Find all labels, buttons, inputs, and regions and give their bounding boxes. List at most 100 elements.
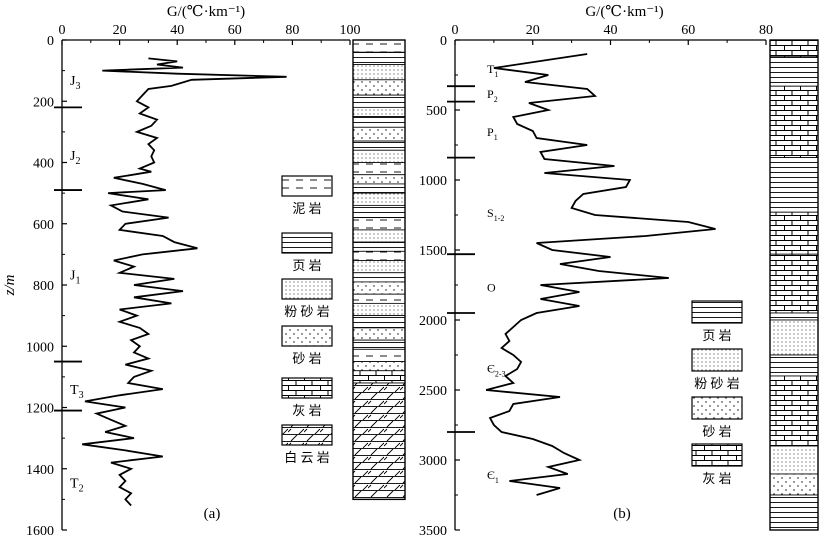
stratum-sub-a-0: 3 <box>75 81 80 92</box>
y-tick-label-b-2000: 2000 <box>419 314 447 329</box>
panel-b: 0 20 40 60 80 0 500 1000 1500 2000 2500 3000 3500 G/(… <box>419 4 819 539</box>
panel-label-a: (a) <box>204 506 221 522</box>
legend-a: 泥 岩页 岩粉 砂 岩砂 岩灰 岩白 云 岩 <box>281 175 333 465</box>
stratum-label-b-0: T1 <box>487 62 498 79</box>
y-tick-label-b-1000: 1000 <box>419 174 447 189</box>
stratum-label-a-1: J2 <box>70 149 80 167</box>
lithology-layer-a-30 <box>352 382 406 500</box>
y-tick-label-a-0: 0 <box>47 34 54 49</box>
legend-swatch-b-siltstone <box>691 348 743 372</box>
x-tick-label-a-20: 20 <box>113 23 127 38</box>
legend-swatch-a-shale <box>281 232 333 254</box>
y-tick-label-a-1400: 1400 <box>26 463 54 478</box>
legend-swatch-a-limestone <box>281 377 333 399</box>
lithology-layer-a-20 <box>352 272 406 283</box>
lithology-layer-a-5 <box>352 106 406 117</box>
stratum-sub-b-3: 1-2 <box>494 214 505 223</box>
lithology-layer-a-22 <box>352 293 406 304</box>
lithology-layer-a-23 <box>352 302 406 317</box>
stratum-base-b-2: P <box>487 125 494 139</box>
lithology-layer-b-0 <box>769 39 819 58</box>
lithology-layer-a-0 <box>352 39 406 53</box>
stratum-base-a-1: J <box>70 149 76 164</box>
lithology-layer-a-17 <box>352 241 406 252</box>
legend-label-b-sandstone: 砂 岩 <box>702 424 731 439</box>
legend-swatch-a-siltstone <box>281 278 333 300</box>
gradient-curve-b-0 <box>485 53 716 496</box>
lithology-layer-b-4 <box>769 211 819 255</box>
lithology-layer-a-13 <box>352 192 406 206</box>
lithology-layer-a-24 <box>352 315 406 329</box>
legend-swatch-a-dolomite <box>281 424 333 446</box>
x-tick-label-b-20: 20 <box>526 23 540 38</box>
legend-label-a-sandstone: 砂 岩 <box>292 351 321 366</box>
y-tick-label-b-3000: 3000 <box>419 454 447 469</box>
y-axis-title-a: z/m <box>2 274 18 296</box>
stratum-base-b-4: O <box>487 280 496 294</box>
stratum-label-a-0: J3 <box>70 74 80 92</box>
lithology-layer-a-28 <box>352 361 406 372</box>
x-tick-label-a-60: 60 <box>228 23 242 38</box>
lithology-layer-a-1 <box>352 51 406 65</box>
legend-swatch-a-sandstone <box>281 325 333 347</box>
lithology-layer-b-8 <box>769 354 819 377</box>
stratum-base-b-0: T <box>487 62 495 76</box>
lithology-layer-a-19 <box>352 260 406 274</box>
y-tick-label-b-0: 0 <box>440 34 447 49</box>
stratum-label-b-1: P2 <box>487 87 498 104</box>
lithology-layer-a-4 <box>352 94 406 108</box>
y-tick-label-a-800: 800 <box>33 279 54 294</box>
legend-swatch-b-sandstone <box>691 396 743 420</box>
stratum-sub-b-5: 2-3 <box>495 370 506 379</box>
stratum-base-a-0: J <box>70 74 76 89</box>
y-tick-label-b-3500: 3500 <box>419 524 447 539</box>
y-tick-label-b-500: 500 <box>426 104 447 119</box>
lithology-layer-b-12 <box>769 494 819 531</box>
x-tick-label-b-80: 80 <box>759 23 773 38</box>
stratum-base-a-4: T <box>70 477 79 492</box>
lithology-column-frame-a <box>352 39 406 501</box>
legend-label-a-dolomite: 白 云 岩 <box>284 450 330 465</box>
y-tick-label-a-400: 400 <box>33 157 54 172</box>
lithology-layer-b-1 <box>769 56 819 87</box>
stratum-base-b-5: Є <box>487 362 495 376</box>
stratum-base-b-3: S <box>487 206 494 220</box>
stratum-base-a-2: J <box>70 268 76 283</box>
stratum-label-a-4: T2 <box>70 477 84 495</box>
lithology-layer-b-9 <box>769 375 819 447</box>
lithology-layer-a-25 <box>352 327 406 341</box>
legend-label-b-shale: 页 岩 <box>702 328 731 343</box>
stratum-label-b-3: S1-2 <box>487 206 504 223</box>
stratum-label-b-6: Є1 <box>487 468 499 485</box>
gradient-curve-a-0 <box>82 57 287 507</box>
x-axis-title-b: G/(℃·km⁻¹) <box>585 4 663 20</box>
lithology-column-b <box>769 39 819 531</box>
lithology-layer-a-14 <box>352 204 406 219</box>
legend-swatch-b-limestone <box>691 443 743 467</box>
lithology-layer-a-15 <box>352 217 406 231</box>
stratum-label-b-2: P1 <box>487 125 498 142</box>
legend-swatch-b-shale <box>691 300 743 324</box>
stratum-base-b-6: Є <box>487 468 495 482</box>
stratum-sub-a-3: 3 <box>79 390 84 401</box>
lithology-layer-a-10 <box>352 162 406 176</box>
y-tick-label-b-1500: 1500 <box>419 244 447 259</box>
lithology-layer-a-3 <box>352 79 406 96</box>
stratum-label-a-2: J1 <box>70 268 80 286</box>
stratum-base-b-1: P <box>487 87 494 101</box>
x-tick-label-a-0: 0 <box>59 23 66 38</box>
lithology-layer-a-2 <box>352 64 406 81</box>
y-tick-label-b-2500: 2500 <box>419 384 447 399</box>
x-tick-label-b-60: 60 <box>681 23 695 38</box>
stratum-base-a-3: T <box>70 383 79 398</box>
stratum-sub-b-2: 1 <box>494 133 498 142</box>
lithology-layer-a-7 <box>352 126 406 142</box>
lithology-layer-a-8 <box>352 140 406 151</box>
lithology-layer-a-9 <box>352 149 406 163</box>
lithology-layer-a-27 <box>352 348 406 362</box>
lithology-layer-a-29 <box>352 370 406 384</box>
legend-label-a-siltstone: 粉 砂 岩 <box>284 304 330 319</box>
stratum-sub-b-0: 1 <box>494 70 498 79</box>
legend-label-a-mudstone: 泥 岩 <box>292 201 321 216</box>
